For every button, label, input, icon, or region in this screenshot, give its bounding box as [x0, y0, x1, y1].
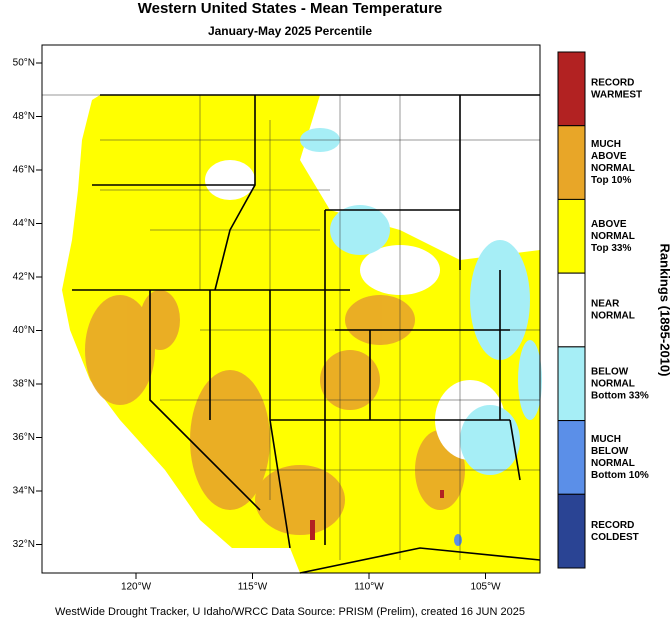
legend-label: MUCH [591, 139, 621, 150]
legend-label: MUCH [591, 434, 621, 445]
lat-label: 32°N [13, 539, 35, 550]
legend-swatch [557, 346, 586, 422]
legend-label: COLDEST [591, 532, 639, 543]
legend-label: NORMAL [591, 231, 635, 242]
lon-label: 105°W [470, 582, 501, 593]
legend-label: RECORD [591, 77, 634, 88]
legend-label: Top 33% [591, 243, 631, 254]
subtitle: January-May 2025 Percentile [208, 24, 372, 38]
legend-label: ABOVE [591, 151, 627, 162]
lat-label: 50°N [13, 58, 35, 69]
legend-title: Rankings (1895-2010) [658, 244, 671, 377]
legend-label: NORMAL [591, 378, 635, 389]
lat-label: 44°N [13, 218, 35, 229]
title: Western United States - Mean Temperature [138, 0, 443, 17]
lat-label: 48°N [13, 111, 35, 122]
legend-label: RECORD [591, 520, 634, 531]
lon-label: 110°W [354, 582, 384, 593]
legend-swatch [557, 272, 586, 348]
legend-label: NORMAL [591, 163, 635, 174]
lat-label: 34°N [13, 486, 35, 497]
legend-label: Bottom 33% [591, 390, 649, 401]
legend-label: Bottom 10% [591, 470, 649, 481]
lat-label: 38°N [13, 379, 35, 390]
legend-label: NORMAL [591, 458, 635, 469]
legend-label: Top 10% [591, 175, 631, 186]
lat-label: 46°N [13, 165, 35, 176]
legend-label: NORMAL [591, 311, 635, 322]
legend-label: NEAR [591, 299, 620, 310]
legend-swatch [557, 51, 586, 127]
lat-label: 40°N [13, 325, 35, 336]
lon-label: 120°W [121, 582, 152, 593]
lat-label: 36°N [13, 432, 35, 443]
legend-swatch [557, 420, 586, 495]
legend-label: ABOVE [591, 219, 627, 230]
lon-label: 115°W [238, 582, 268, 593]
legend-label: BELOW [591, 366, 629, 377]
legend-label: WARMEST [591, 89, 642, 100]
legend-label: BELOW [591, 446, 629, 457]
legend-swatch [557, 493, 586, 569]
footer: WestWide Drought Tracker, U Idaho/WRCC D… [55, 606, 525, 618]
legend-swatch [557, 125, 586, 200]
map [41, 44, 542, 574]
lat-label: 42°N [13, 272, 35, 283]
legend-swatch [557, 198, 586, 274]
